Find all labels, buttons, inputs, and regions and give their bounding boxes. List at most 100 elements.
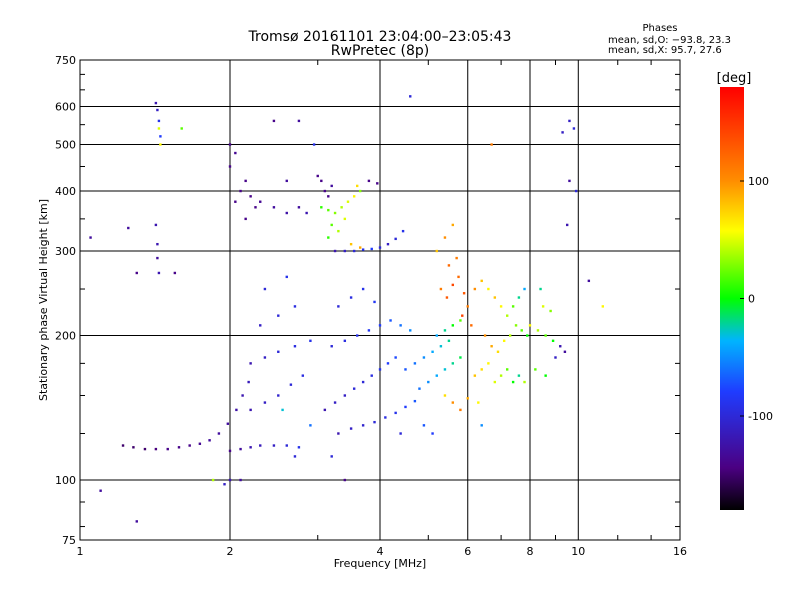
echo-point: [223, 483, 226, 486]
echo-point: [422, 424, 426, 427]
echo-point: [312, 143, 316, 146]
echo-point: [272, 206, 276, 209]
echo-point: [349, 242, 353, 246]
y-tick-label: 500: [55, 139, 76, 152]
echo-point: [523, 287, 526, 291]
echo-point: [211, 478, 215, 482]
echo-point: [188, 444, 191, 447]
echo-point: [601, 305, 605, 308]
echo-point: [435, 374, 438, 377]
echo-point: [217, 432, 221, 435]
echo-point: [226, 422, 230, 425]
echo-point: [544, 374, 547, 377]
echo-point: [459, 356, 462, 359]
y-tick-label: 75: [62, 534, 76, 547]
echo-point: [132, 446, 135, 449]
echo-point: [447, 264, 451, 267]
echo-point: [505, 368, 509, 371]
echo-point: [511, 380, 515, 384]
echo-point: [235, 408, 238, 412]
echo-point: [493, 296, 497, 299]
echo-point: [239, 447, 242, 451]
chart-title: Tromsø 20161101 23:04:00–23:05:43: [248, 29, 512, 45]
echo-point: [473, 287, 477, 291]
echo-point: [343, 217, 347, 221]
echo-point: [373, 300, 376, 304]
echo-point: [447, 339, 451, 343]
echo-point: [281, 408, 284, 412]
echo-point: [358, 246, 362, 249]
echo-point: [483, 334, 487, 337]
echo-point: [459, 408, 462, 412]
echo-point: [418, 387, 421, 390]
echo-point: [502, 339, 506, 343]
echo-point: [330, 223, 333, 227]
echo-point: [551, 339, 555, 343]
x-tick-label: 16: [673, 545, 687, 558]
echo-point: [293, 305, 297, 308]
echo-point: [272, 119, 276, 123]
echo-point: [534, 368, 537, 371]
echo-point: [259, 324, 262, 327]
echo-point: [435, 249, 438, 253]
echo-point: [355, 184, 359, 188]
echo-point: [422, 356, 426, 359]
echo-point: [159, 135, 162, 138]
echo-point: [401, 229, 405, 233]
echo-point: [466, 397, 469, 400]
echo-point: [487, 287, 490, 291]
echo-point: [198, 442, 202, 445]
echo-point: [445, 296, 449, 299]
echo-point: [493, 380, 497, 384]
y-tick-label: 400: [55, 185, 76, 198]
echo-point: [536, 329, 540, 332]
echo-point: [361, 248, 365, 251]
echo-point: [490, 345, 493, 348]
echo-point: [285, 444, 288, 447]
echo-point: [177, 446, 181, 449]
x-tick-label: 1: [77, 545, 84, 558]
echo-point: [259, 200, 262, 203]
echo-point: [409, 329, 412, 332]
echo-point: [461, 314, 464, 317]
stats-x-mode: mean, sd,X: 95.7, 27.6: [608, 45, 722, 56]
y-tick-label: 200: [55, 330, 76, 343]
echo-point: [254, 206, 257, 209]
echo-point: [544, 334, 547, 337]
echo-point: [249, 362, 252, 365]
echo-point: [451, 324, 455, 327]
echo-point: [263, 287, 267, 291]
echo-point: [343, 394, 347, 397]
plot-frame: [79, 59, 681, 541]
echo-point: [297, 206, 301, 209]
echo-point: [154, 223, 158, 227]
echo-point: [459, 319, 462, 322]
echo-point: [330, 455, 333, 458]
echo-point: [327, 195, 330, 198]
echo-point: [277, 394, 280, 397]
echo-point: [352, 195, 356, 198]
echo-point: [285, 275, 288, 279]
echo-point: [427, 380, 430, 384]
echo-point: [249, 195, 252, 198]
echo-point: [247, 380, 250, 384]
echo-point: [297, 446, 301, 449]
echo-point: [343, 339, 347, 343]
echo-point: [435, 334, 438, 337]
echo-point: [505, 314, 509, 317]
echo-point: [234, 200, 237, 203]
echo-point: [568, 119, 571, 123]
grid: [80, 60, 680, 540]
echo-point: [249, 446, 252, 449]
echo-point: [394, 237, 397, 241]
echo-point: [259, 444, 262, 447]
echo-point: [568, 179, 571, 183]
echo-point: [327, 236, 330, 239]
echo-point: [511, 305, 515, 308]
echo-point: [241, 394, 244, 397]
echo-point: [320, 206, 323, 209]
echo-point: [330, 184, 333, 188]
echo-point: [309, 339, 312, 343]
x-tick-label: 6: [464, 545, 471, 558]
